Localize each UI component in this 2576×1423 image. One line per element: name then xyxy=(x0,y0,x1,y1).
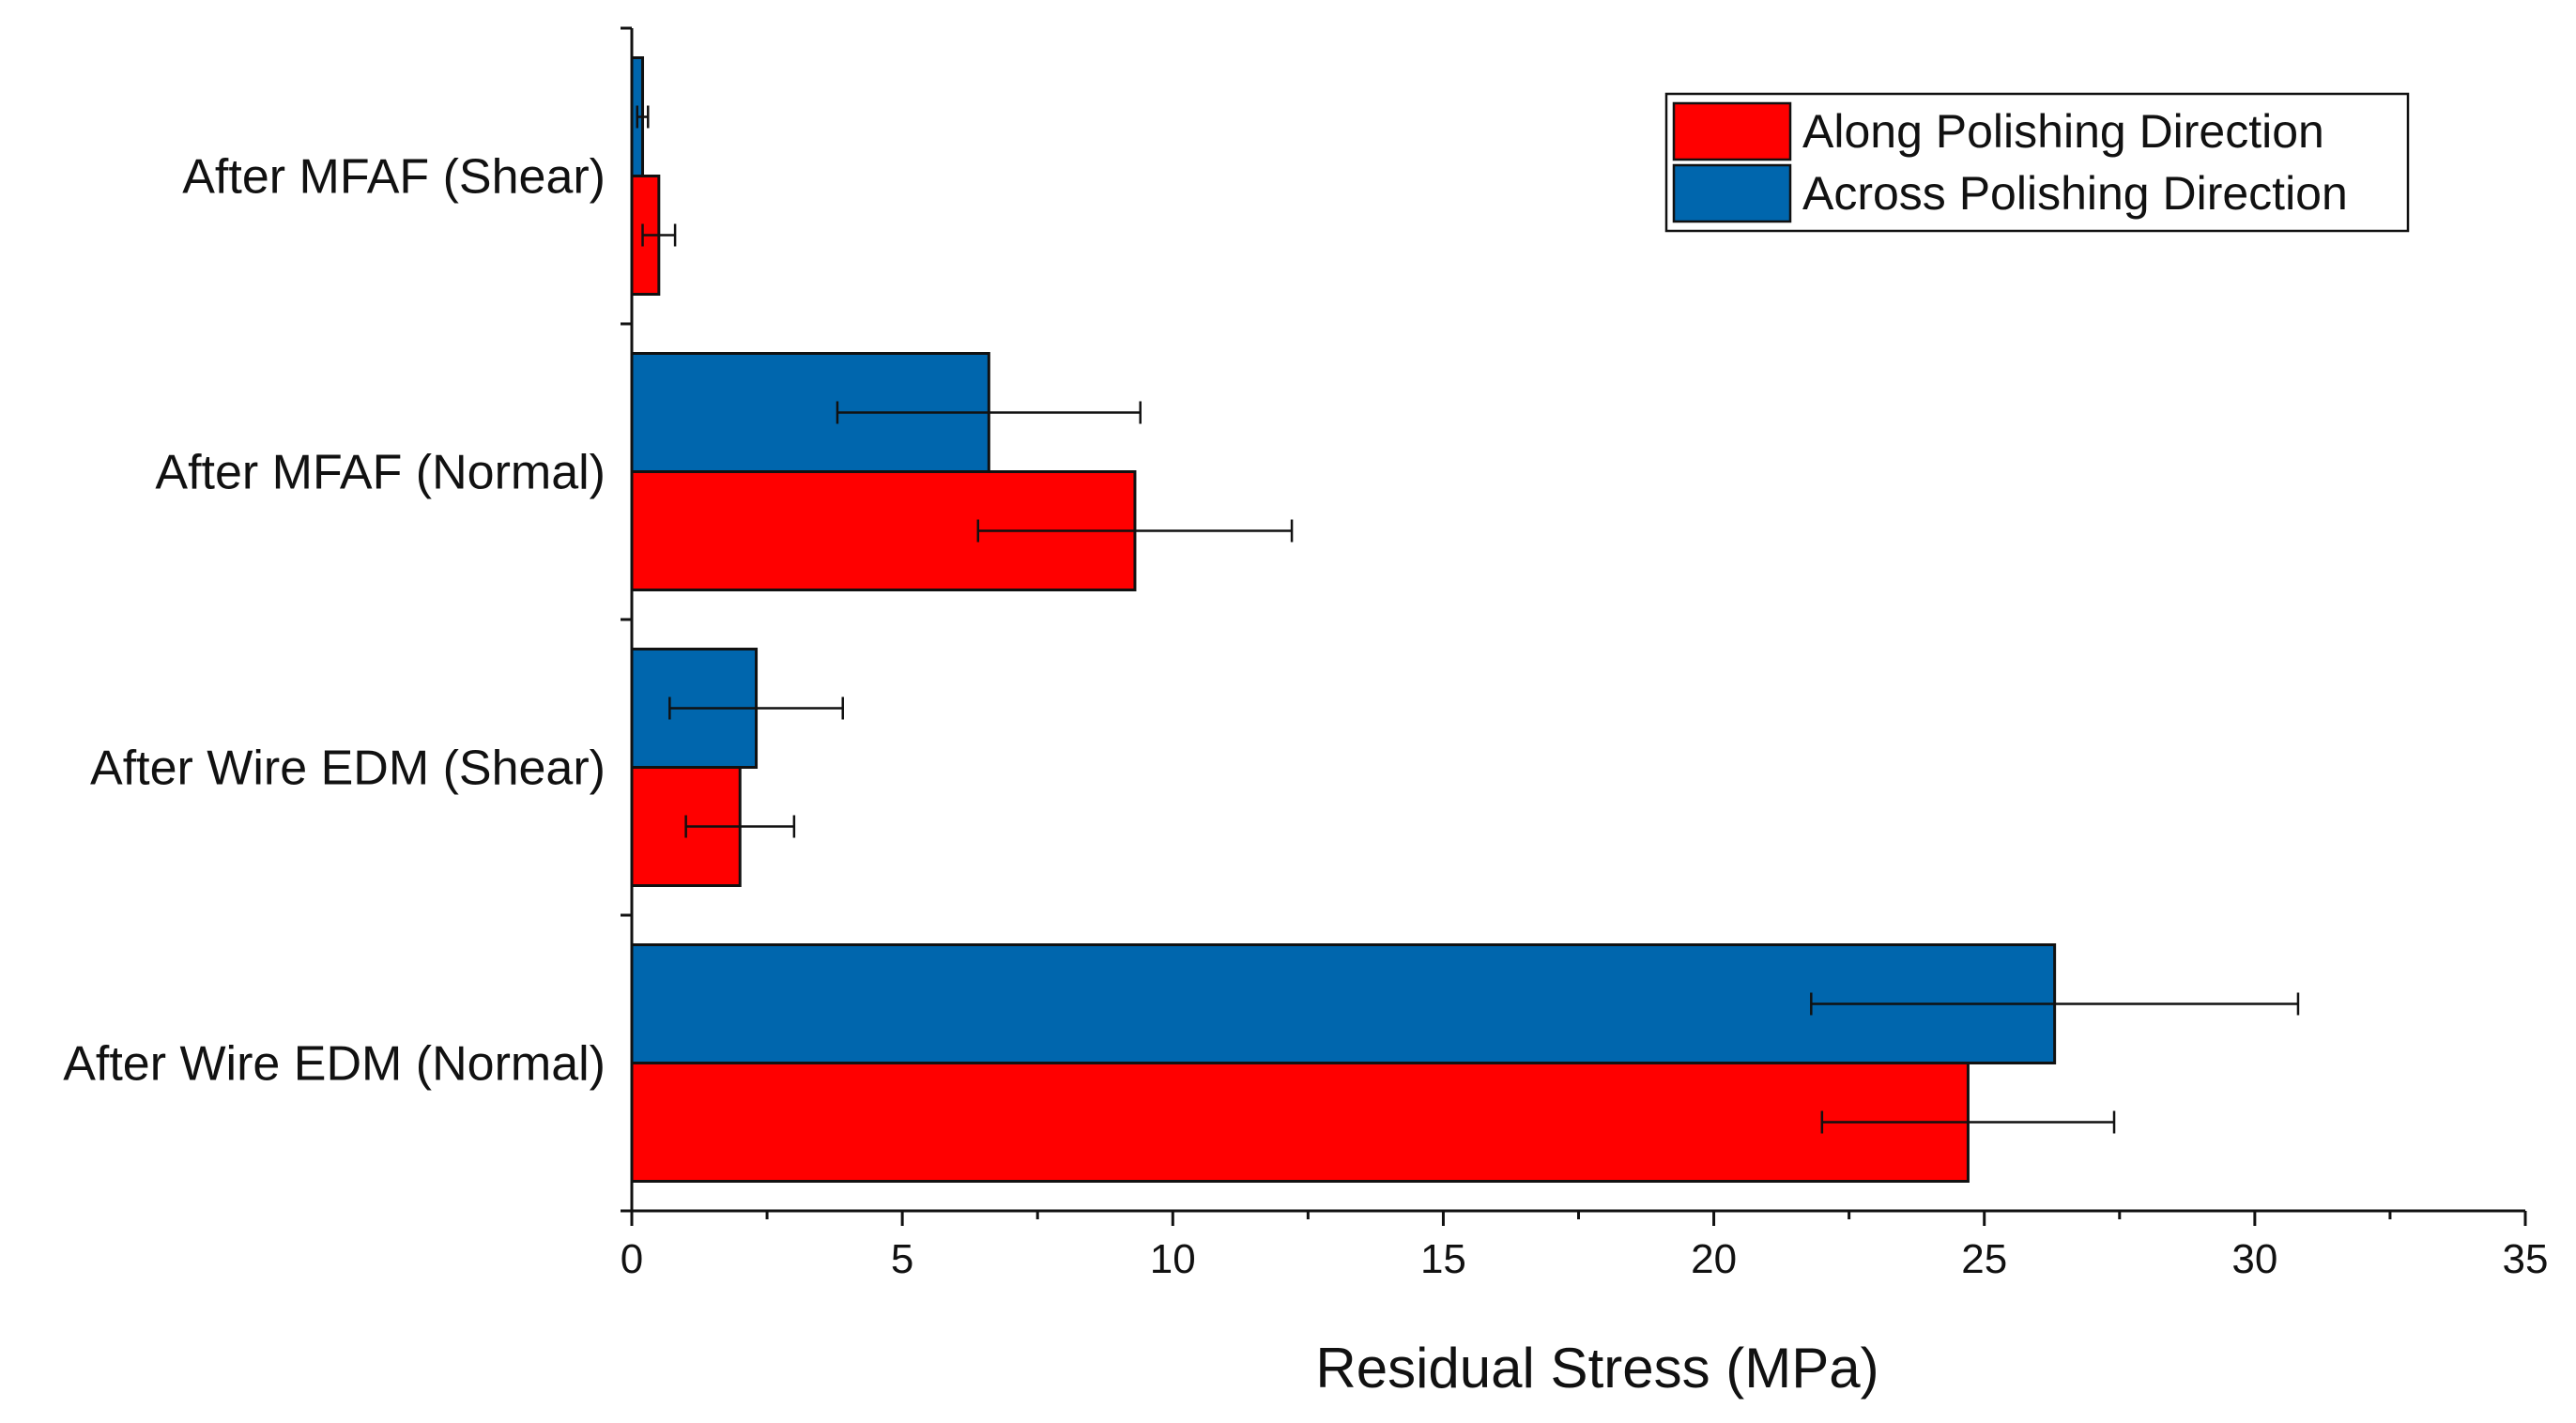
x-axis-ticks: 0 5 10 15 20 25 30 35 xyxy=(621,1211,2549,1282)
error-bars-layer xyxy=(636,105,2300,1134)
error-bar-along-0 xyxy=(1820,1110,2116,1134)
legend-label-across: Across Polishing Direction xyxy=(1802,167,2348,220)
x-tick-label: 25 xyxy=(1961,1236,2007,1282)
category-labels: After Wire EDM (Normal) After Wire EDM (S… xyxy=(63,150,606,1092)
error-bar-across-3 xyxy=(636,105,650,129)
x-axis-title: Residual Stress (MPa) xyxy=(1315,1337,1878,1400)
x-tick-label: 35 xyxy=(2503,1236,2549,1282)
x-tick-label: 5 xyxy=(891,1236,913,1282)
error-bar-across-2 xyxy=(836,401,1142,424)
error-bar-across-1 xyxy=(668,696,845,720)
error-bar-along-2 xyxy=(976,519,1294,543)
category-label: After Wire EDM (Normal) xyxy=(63,1037,606,1092)
x-tick-label: 15 xyxy=(1420,1236,1466,1282)
error-bar-across-0 xyxy=(1810,992,2300,1016)
x-tick-label: 10 xyxy=(1150,1236,1196,1282)
legend-swatch-across xyxy=(1672,163,1792,223)
category-label: After MFAF (Normal) xyxy=(155,446,606,500)
error-bar-along-3 xyxy=(641,223,677,247)
x-tick-label: 20 xyxy=(1691,1236,1737,1282)
legend-swatch-along xyxy=(1672,101,1792,161)
category-label: After Wire EDM (Shear) xyxy=(90,742,606,796)
error-bar-along-1 xyxy=(684,815,796,838)
x-tick-label: 30 xyxy=(2231,1236,2277,1282)
x-tick-label: 0 xyxy=(621,1236,643,1282)
bar-along-0 xyxy=(630,1062,1970,1183)
legend-label-along: Along Polishing Direction xyxy=(1802,105,2324,158)
category-label: After MFAF (Shear) xyxy=(182,150,606,205)
legend: Along Polishing Direction Across Polishin… xyxy=(1664,92,2410,233)
